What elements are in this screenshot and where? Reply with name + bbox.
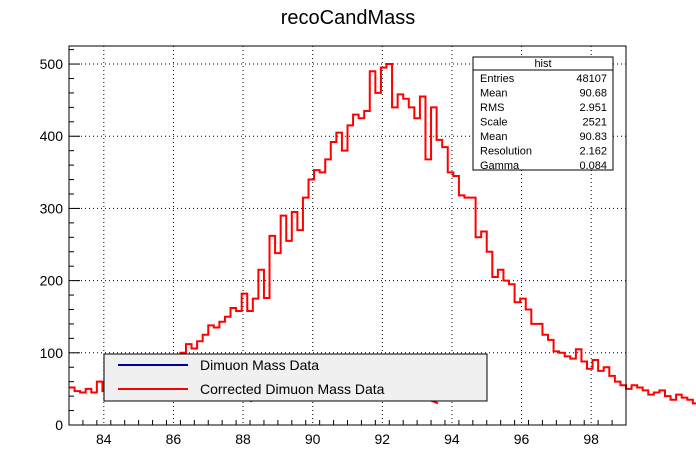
x-tick-label: 88 xyxy=(235,431,251,447)
stats-value: 90.83 xyxy=(579,131,607,143)
y-tick-label: 300 xyxy=(40,200,64,216)
stats-value: 2521 xyxy=(583,117,607,129)
stats-label: Mean xyxy=(480,131,508,143)
stats-rows: Entries 48107 Mean 90.68 RMS 2.951 Scale 2521 Me… xyxy=(480,73,607,172)
y-tick-label: 200 xyxy=(40,273,64,289)
x-tick-label: 92 xyxy=(375,431,391,447)
legend-label-dimuon: Dimuon Mass Data xyxy=(200,357,319,373)
stats-value: 2.162 xyxy=(579,146,607,158)
stats-label: Scale xyxy=(480,117,508,129)
x-tick-label: 84 xyxy=(96,431,112,447)
y-tick-label: 400 xyxy=(40,128,64,144)
stats-label: Mean xyxy=(480,88,508,100)
stats-value: 48107 xyxy=(576,73,607,85)
stats-box: hist Entries 48107 Mean 90.68 RMS 2.951 Scale 2… xyxy=(472,56,614,172)
x-tick-label: 90 xyxy=(305,431,321,447)
stats-label: Entries xyxy=(480,73,515,85)
stats-value: 2.951 xyxy=(579,102,607,114)
x-tick-label: 98 xyxy=(583,431,599,447)
y-tick-label: 100 xyxy=(40,345,64,361)
stats-value: 0.084 xyxy=(579,160,607,172)
legend: Dimuon Mass Data Corrected Dimuon Mass D… xyxy=(103,353,488,402)
axes: 84 86 88 90 92 94 96 98 0 100 200 300 400 500 xyxy=(40,49,627,447)
stats-label: RMS xyxy=(480,102,504,114)
y-tick-label: 500 xyxy=(40,56,64,72)
stats-title: hist xyxy=(534,58,551,70)
y-tick-label: 0 xyxy=(55,417,63,433)
x-tick-label: 96 xyxy=(514,431,530,447)
stats-label: Resolution xyxy=(480,146,532,158)
stats-value: 90.68 xyxy=(579,88,607,100)
legend-label-corrected: Corrected Dimuon Mass Data xyxy=(200,381,385,397)
x-tick-label: 94 xyxy=(444,431,460,447)
chart-title: recoCandMass xyxy=(281,7,416,29)
stats-label: Gamma xyxy=(480,160,520,172)
x-tick-label: 86 xyxy=(166,431,182,447)
